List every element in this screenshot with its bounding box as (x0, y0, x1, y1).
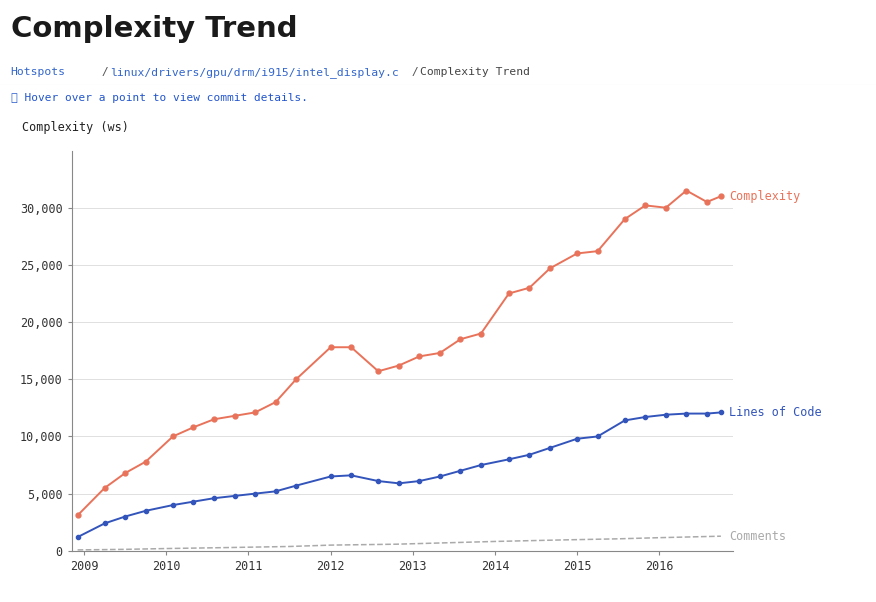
Text: Lines of Code: Lines of Code (729, 406, 822, 419)
Text: Date:  2016-11-29: Date: 2016-11-29 (651, 134, 773, 147)
Text: Complexity: Complexity (729, 190, 801, 203)
Text: linux/drivers/gpu/drm/i915/intel_display.c: linux/drivers/gpu/drm/i915/intel_display… (110, 67, 399, 78)
Text: Complexity (ws): Complexity (ws) (22, 122, 129, 134)
Text: Hotspots: Hotspots (11, 67, 66, 77)
Text: Complexity Trend: Complexity Trend (11, 15, 297, 43)
Text: /: / (405, 67, 426, 77)
Text: Commit:  1f3dc3e: Commit: 1f3dc3e (651, 104, 765, 116)
Text: Complexity Trend: Complexity Trend (420, 67, 531, 77)
Text: Comments: Comments (729, 530, 787, 542)
Text: /: / (95, 67, 116, 77)
Text: ⓘ Hover over a point to view commit details.: ⓘ Hover over a point to view commit deta… (11, 93, 307, 104)
